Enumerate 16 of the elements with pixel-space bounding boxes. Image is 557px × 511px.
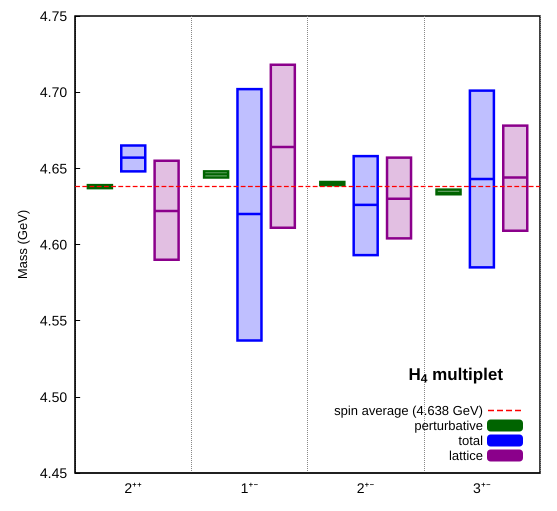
legend-label: spin average (4.638 GeV) (334, 403, 483, 418)
legend-label: total (458, 433, 484, 448)
y-tick-label: 4.50 (40, 388, 68, 405)
x-tick-label: 3⁺⁻ (472, 480, 491, 496)
y-tick-label: 4.75 (40, 8, 68, 24)
y-tick-label: 4.65 (40, 160, 68, 176)
legend-label: lattice (449, 448, 483, 463)
x-tick-label: 2⁺⁻ (356, 480, 375, 496)
y-tick-label: 4.55 (40, 312, 68, 329)
y-axis-title: Mass (GeV) (15, 210, 30, 280)
y-tick-label: 4.45 (40, 465, 68, 481)
y-tick-label: 4.70 (40, 84, 68, 100)
x-tick-label: 2⁺⁺ (124, 480, 142, 496)
x-tick-label: 1⁺⁻ (240, 480, 258, 496)
y-tick-label: 4.60 (40, 236, 68, 252)
legend-label: perturbative (414, 418, 483, 433)
